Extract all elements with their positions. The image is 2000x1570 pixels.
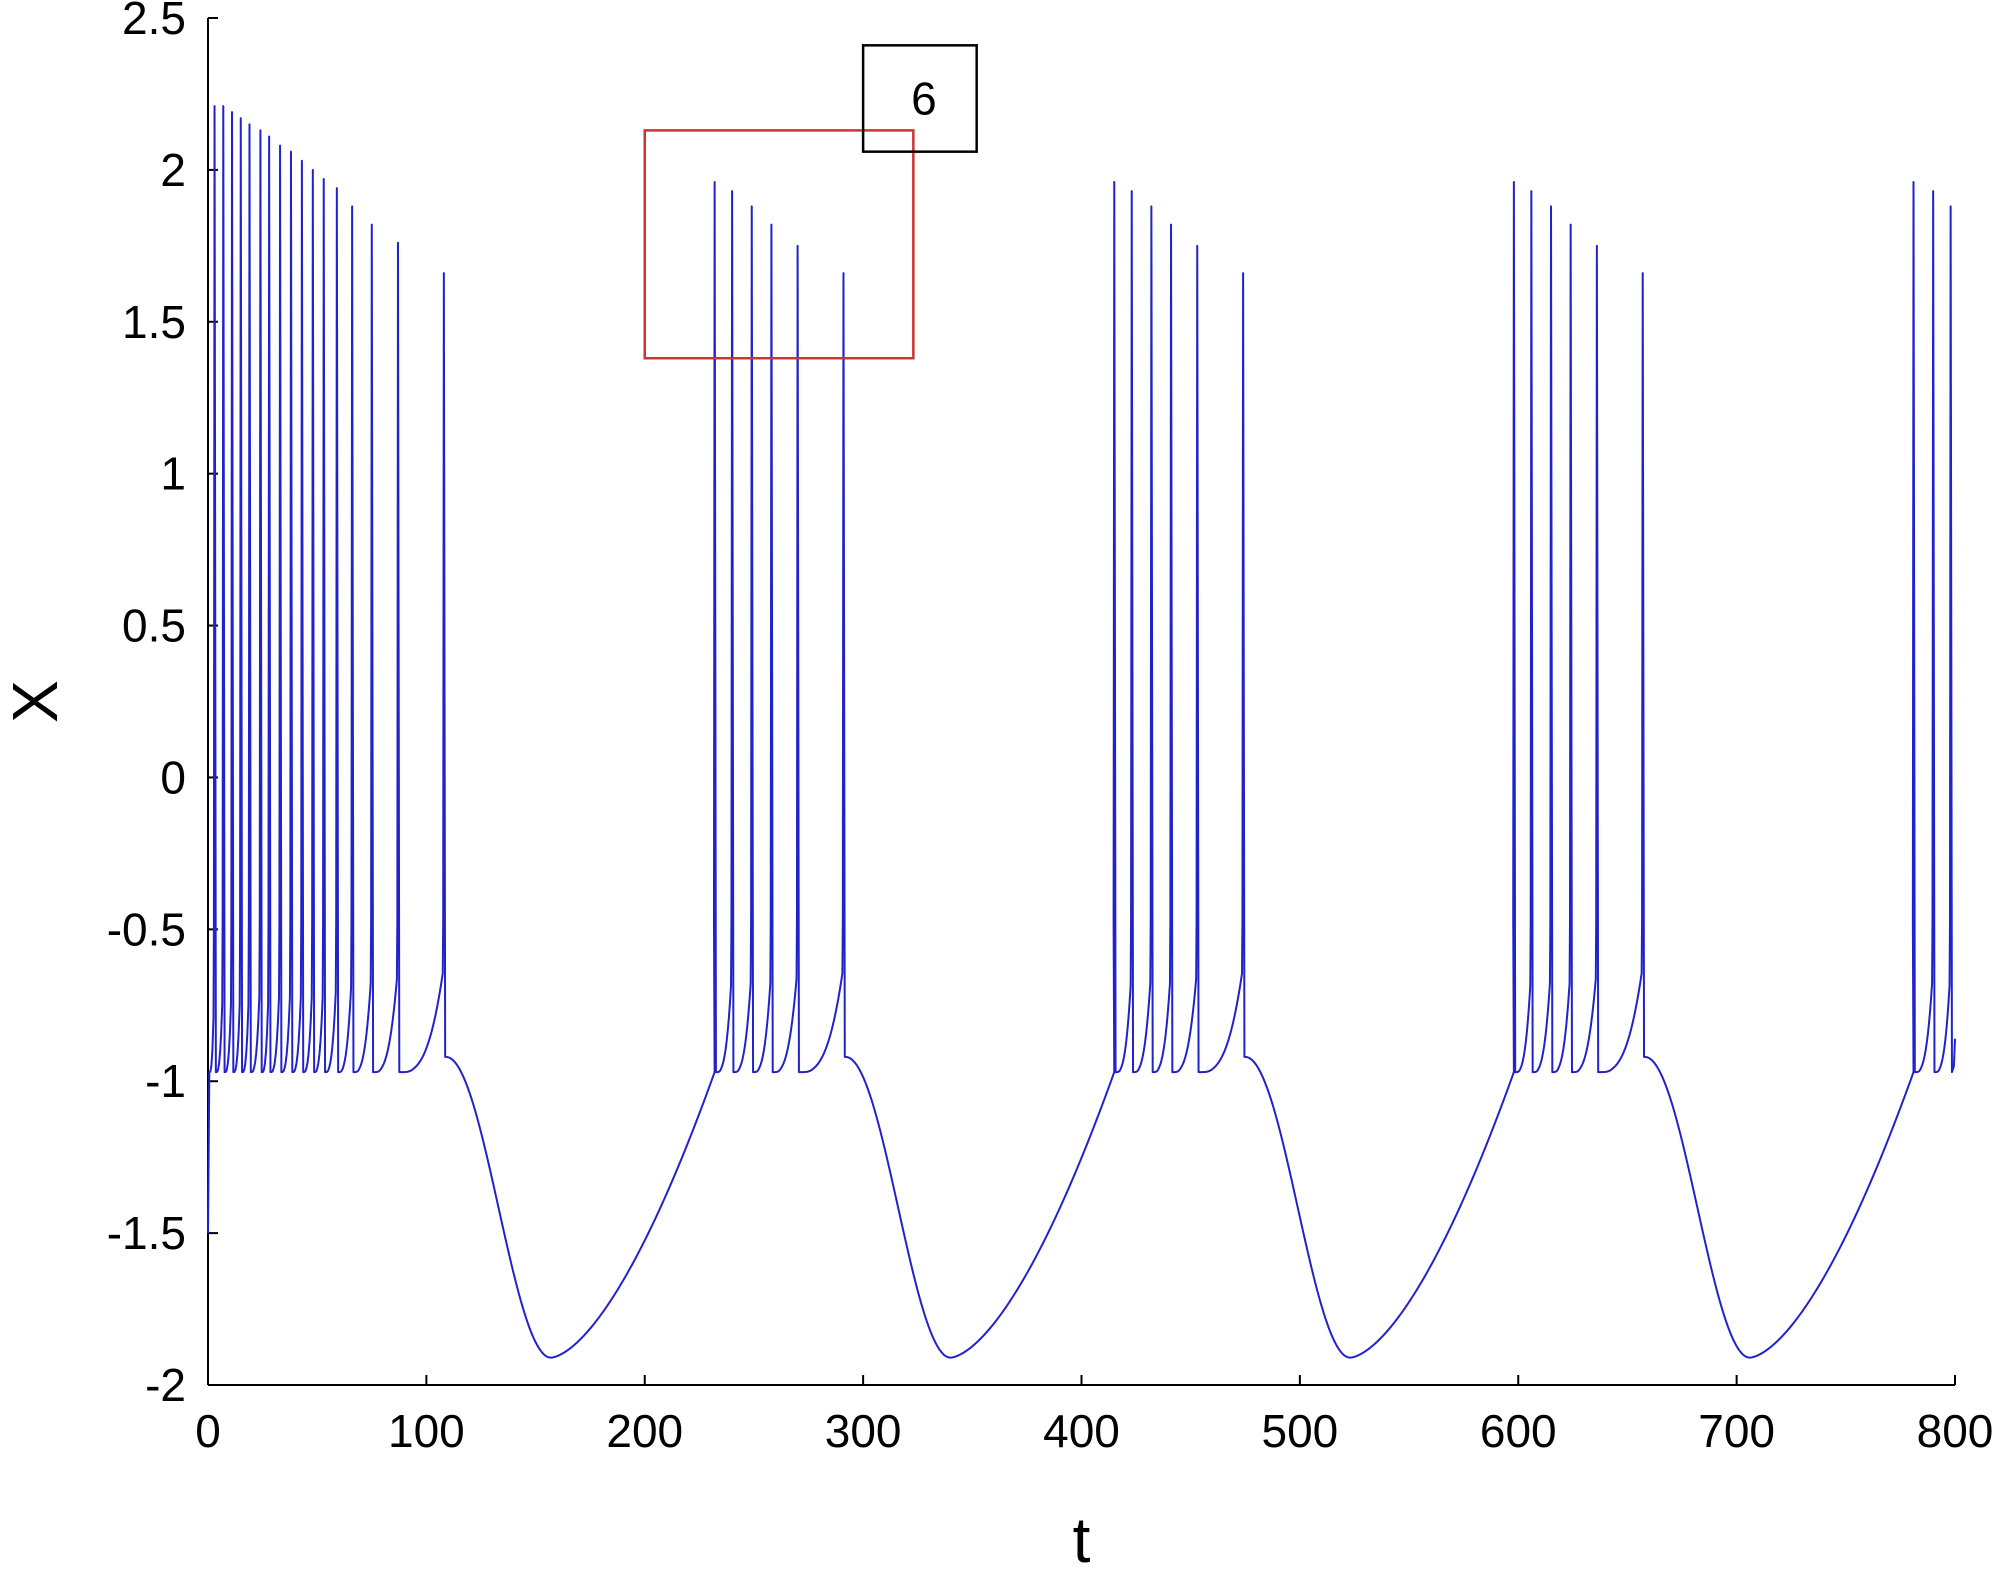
y-tick-label: 2.5: [122, 0, 186, 44]
x-tick-label: 100: [388, 1405, 465, 1457]
series-line: [207, 105, 1956, 1359]
x-tick-label: 600: [1480, 1405, 1557, 1457]
y-tick-label: 1.5: [122, 296, 186, 348]
y-tick-label: 1: [160, 448, 186, 500]
y-tick-label: -1.5: [107, 1207, 186, 1259]
series-layer: [207, 105, 1956, 1359]
x-tick-label: 700: [1698, 1405, 1775, 1457]
y-tick-label: 0: [160, 751, 186, 803]
axes: 0 100 200 300 400 500 600 700 800 -2 -1.5 -1 -0.5 0 0.…: [107, 0, 1994, 1457]
x-axis-title: t: [1073, 1504, 1091, 1570]
x-tick-label: 200: [606, 1405, 683, 1457]
y-tick-label: -1: [145, 1055, 186, 1107]
annotation-box: [861, 44, 978, 153]
x-tick-label: 500: [1262, 1405, 1339, 1457]
y-axis-title: X: [0, 680, 71, 723]
x-tick-label: 0: [195, 1405, 221, 1457]
y-tick-label: 0.5: [122, 600, 186, 652]
x-tick-label: 300: [825, 1405, 902, 1457]
annotation-label: 6: [911, 73, 937, 125]
highlight-rect: [643, 129, 915, 360]
x-tick-label: 800: [1917, 1405, 1994, 1457]
x-tick-label: 400: [1043, 1405, 1120, 1457]
annotation-layer: 6: [643, 44, 978, 360]
y-tick-label: 2: [160, 144, 186, 196]
y-tick-label: -0.5: [107, 903, 186, 955]
y-tick-label: -2: [145, 1359, 186, 1411]
